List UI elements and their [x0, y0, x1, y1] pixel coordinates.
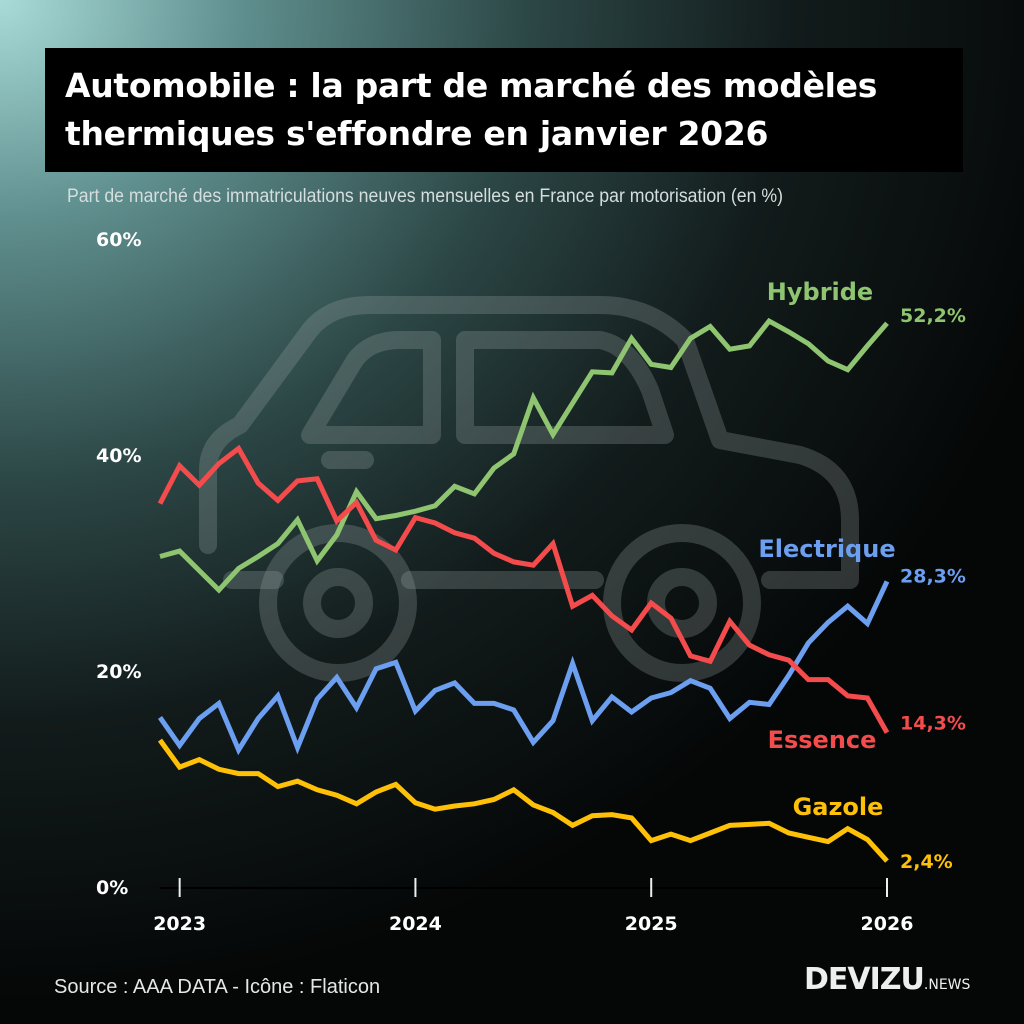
title-line-2: thermiques s'effondre en janvier 2026: [65, 114, 769, 153]
end-value-label: 28,3%: [900, 565, 966, 587]
car-icon: [199, 296, 859, 682]
x-tick-label: 2023: [153, 913, 206, 935]
y-tick-label: 40%: [96, 445, 141, 467]
y-tick-label: 20%: [96, 661, 141, 683]
end-value-label: 14,3%: [900, 713, 966, 735]
x-tick-label: 2025: [625, 913, 678, 935]
series-line-hybride: [159, 317, 889, 594]
series-name-label: Electrique: [758, 535, 895, 563]
x-tick-label: 2026: [861, 913, 914, 935]
logo-suffix: .NEWS: [923, 977, 971, 993]
series-name-label: Hybride: [767, 278, 873, 306]
chart-title: Automobile : la part de marché des modèl…: [65, 62, 877, 158]
brand-logo: DEVIZU.NEWS: [804, 962, 970, 997]
series-line-essence: [157, 444, 890, 734]
x-tick-label: 2024: [389, 913, 442, 935]
title-box: Automobile : la part de marché des modèl…: [45, 48, 963, 172]
source-note: Source : AAA DATA - Icône : Flaticon: [54, 976, 381, 998]
series-line-gazole: [157, 738, 889, 863]
logo-main: DEVIZU: [804, 962, 925, 997]
series-name-label: Gazole: [793, 793, 884, 821]
y-tick-label: 60%: [96, 229, 141, 251]
title-line-1: Automobile : la part de marché des modèl…: [65, 66, 878, 105]
y-tick-label: 0%: [96, 877, 128, 899]
end-value-label: 2,4%: [900, 851, 953, 873]
end-value-label: 52,2%: [900, 305, 966, 327]
chart-subtitle: Part de marché des immatriculations neuv…: [67, 186, 783, 207]
series-name-label: Essence: [768, 726, 877, 754]
series-line-electrique: [157, 580, 890, 756]
